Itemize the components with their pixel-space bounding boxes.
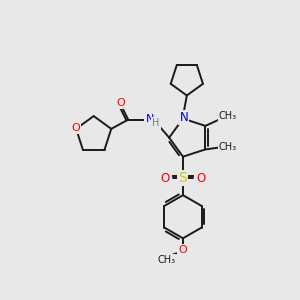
- Text: O: O: [116, 98, 125, 108]
- Text: O: O: [160, 172, 169, 185]
- Text: CH₃: CH₃: [219, 142, 237, 152]
- Text: N: N: [179, 111, 188, 124]
- Text: S: S: [178, 171, 188, 185]
- Text: O: O: [178, 245, 188, 255]
- Text: CH₃: CH₃: [158, 255, 176, 265]
- Text: H: H: [152, 118, 160, 128]
- Text: O: O: [197, 172, 206, 185]
- Text: O: O: [71, 123, 80, 133]
- Text: CH₃: CH₃: [219, 111, 237, 121]
- Text: N: N: [146, 114, 154, 124]
